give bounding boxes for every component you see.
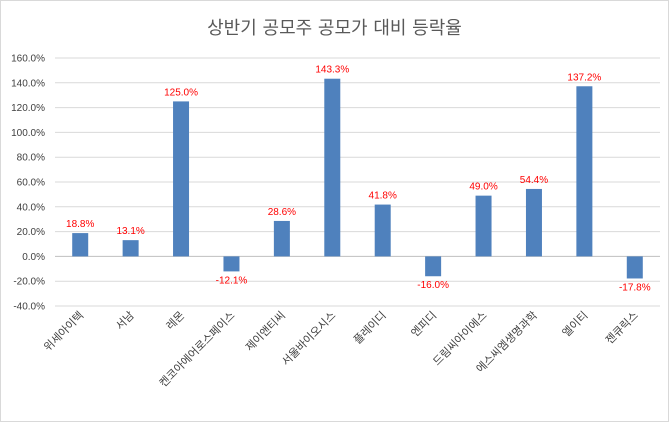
bar bbox=[525, 188, 542, 257]
x-tick-label: 제이앤티씨 bbox=[243, 309, 288, 354]
y-tick-label: 40.0% bbox=[17, 202, 45, 213]
y-tick-label: -20.0% bbox=[13, 277, 45, 288]
bar bbox=[626, 256, 643, 279]
bar bbox=[273, 220, 290, 257]
data-label: -12.1% bbox=[216, 275, 248, 286]
y-tick-label: 140.0% bbox=[11, 78, 45, 89]
x-tick-label: 플레이디 bbox=[351, 309, 389, 347]
bar bbox=[223, 256, 240, 272]
y-tick-label: -40.0% bbox=[13, 302, 45, 313]
data-label: 49.0% bbox=[469, 182, 497, 193]
bar bbox=[72, 233, 89, 257]
y-tick-label: 160.0% bbox=[11, 54, 45, 65]
bar bbox=[425, 256, 442, 277]
y-tick-label: 60.0% bbox=[17, 178, 45, 189]
y-tick-label: 120.0% bbox=[11, 103, 45, 114]
data-label: 41.8% bbox=[369, 191, 397, 202]
data-label: -17.8% bbox=[619, 282, 651, 293]
x-tick-label: 위세아이텍 bbox=[41, 309, 86, 354]
data-label: 18.8% bbox=[66, 219, 94, 230]
x-tick-label: 서남 bbox=[113, 309, 137, 333]
y-tick-label: 0.0% bbox=[22, 252, 45, 263]
chart-title: 상반기 공모주 공모가 대비 등락율 bbox=[207, 18, 462, 39]
y-tick-label: 20.0% bbox=[17, 227, 45, 238]
bar bbox=[324, 78, 341, 257]
data-label: -16.0% bbox=[417, 280, 449, 291]
data-label: 143.3% bbox=[315, 65, 349, 76]
data-label: 125.0% bbox=[164, 87, 198, 98]
bar bbox=[576, 86, 593, 257]
bar bbox=[122, 240, 139, 257]
bar bbox=[475, 195, 492, 257]
bar bbox=[374, 204, 391, 257]
y-tick-label: 100.0% bbox=[11, 128, 45, 139]
x-tick-label: 엘이티 bbox=[560, 309, 591, 340]
data-label: 13.1% bbox=[116, 226, 144, 237]
x-tick-label: 서울바이오시스 bbox=[279, 309, 338, 368]
data-label: 137.2% bbox=[567, 72, 601, 83]
x-tick-label: 엔피디 bbox=[409, 309, 440, 340]
data-label: 54.4% bbox=[520, 175, 548, 186]
x-tick-label: 젠큐릭스 bbox=[603, 309, 641, 347]
data-label: 28.6% bbox=[268, 207, 296, 218]
bar bbox=[173, 101, 190, 257]
y-tick-label: 80.0% bbox=[17, 153, 45, 164]
x-tick-label: 레몬 bbox=[164, 309, 188, 333]
